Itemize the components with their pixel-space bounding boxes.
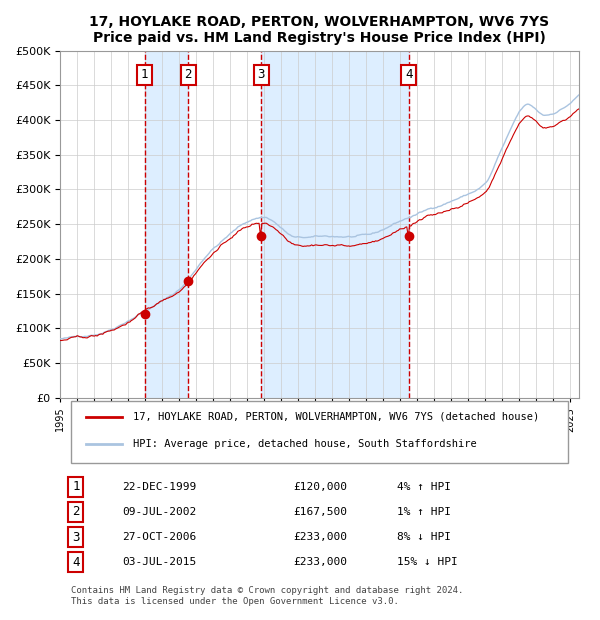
Text: £167,500: £167,500 [293,507,347,517]
Text: 09-JUL-2002: 09-JUL-2002 [122,507,197,517]
Text: 1: 1 [141,68,148,81]
Text: 2: 2 [72,505,80,518]
Text: 1% ↑ HPI: 1% ↑ HPI [397,507,451,517]
Text: 4: 4 [405,68,412,81]
Text: 2: 2 [184,68,192,81]
Text: 17, HOYLAKE ROAD, PERTON, WOLVERHAMPTON, WV6 7YS (detached house): 17, HOYLAKE ROAD, PERTON, WOLVERHAMPTON,… [133,412,539,422]
Text: £233,000: £233,000 [293,557,347,567]
Text: £233,000: £233,000 [293,532,347,542]
FancyBboxPatch shape [71,401,568,463]
Text: 3: 3 [72,531,80,544]
Text: 15% ↓ HPI: 15% ↓ HPI [397,557,458,567]
Text: 4: 4 [72,556,80,569]
Text: 03-JUL-2015: 03-JUL-2015 [122,557,197,567]
Text: 3: 3 [257,68,265,81]
Text: 22-DEC-1999: 22-DEC-1999 [122,482,197,492]
Text: HPI: Average price, detached house, South Staffordshire: HPI: Average price, detached house, Sout… [133,440,476,450]
Bar [261,51,409,397]
Text: 27-OCT-2006: 27-OCT-2006 [122,532,197,542]
Bar [145,51,188,397]
Title: 17, HOYLAKE ROAD, PERTON, WOLVERHAMPTON, WV6 7YS
Price paid vs. HM Land Registry: 17, HOYLAKE ROAD, PERTON, WOLVERHAMPTON,… [89,15,550,45]
Text: Contains HM Land Registry data © Crown copyright and database right 2024.
This d: Contains HM Land Registry data © Crown c… [71,586,463,606]
Text: 1: 1 [72,480,80,494]
Text: 8% ↓ HPI: 8% ↓ HPI [397,532,451,542]
Text: £120,000: £120,000 [293,482,347,492]
Text: 4% ↑ HPI: 4% ↑ HPI [397,482,451,492]
